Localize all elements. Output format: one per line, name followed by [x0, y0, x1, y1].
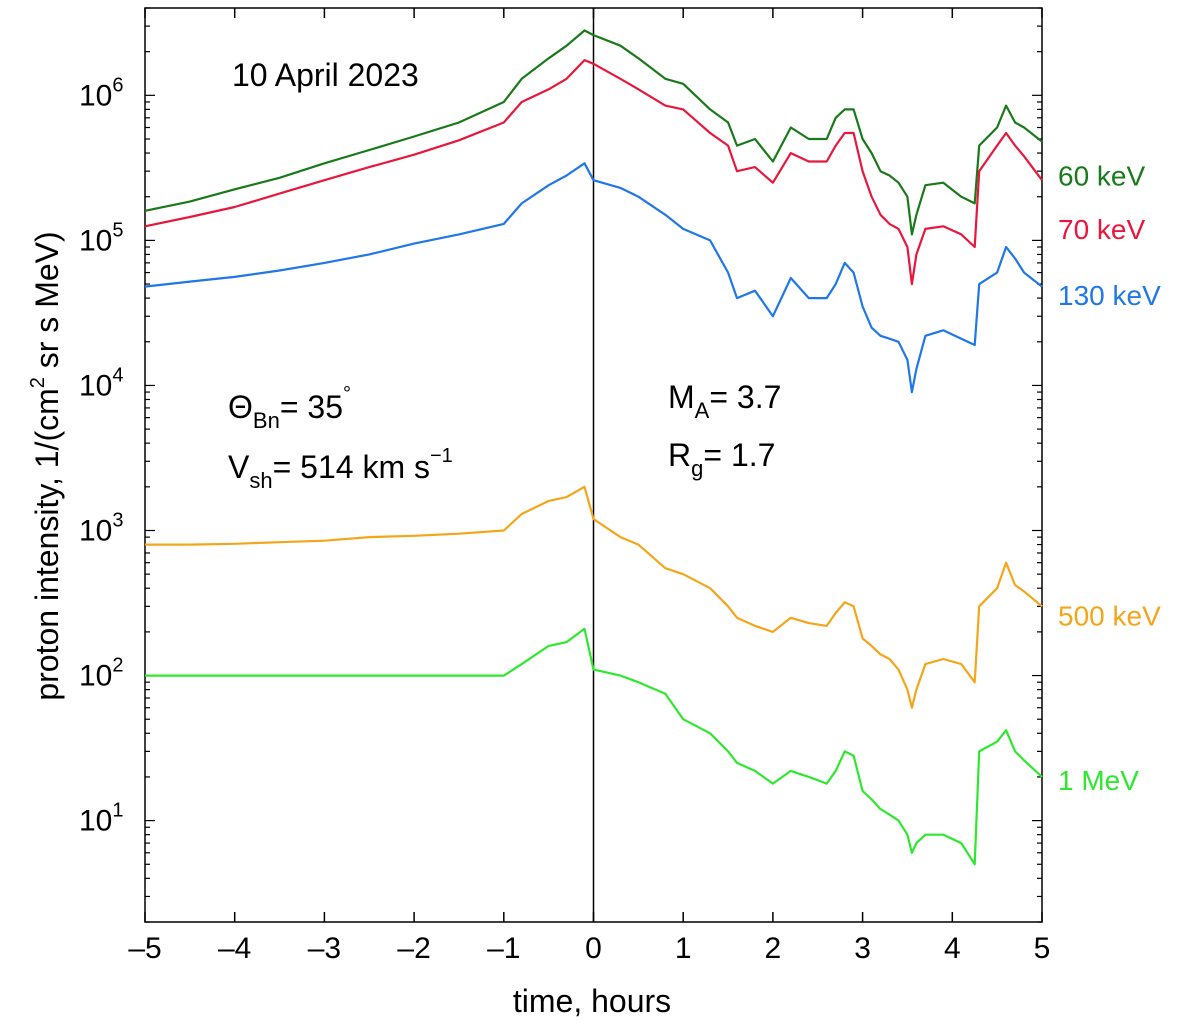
series-label-70-kev: 70 keV — [1058, 214, 1145, 245]
x-tick-label: –3 — [308, 932, 341, 965]
series-line-130-kev — [144, 162, 1043, 394]
y-axis-title-sup: 2 — [27, 377, 49, 388]
x-tick-label: –5 — [128, 932, 161, 965]
series-line-500-kev — [145, 485, 1043, 709]
series-label-500-kev: 500 keV — [1058, 600, 1161, 631]
series-lines — [144, 29, 1043, 866]
svg-text:MA= 3.7: MA= 3.7 — [668, 379, 781, 423]
series-line-1-mev — [145, 627, 1043, 866]
x-tick-label: –2 — [397, 932, 430, 965]
x-tick-label: –1 — [487, 932, 520, 965]
x-tick-label: 5 — [1034, 932, 1051, 965]
y-axis-title-pre: proton intensity, 1/(cm — [29, 388, 65, 700]
y-tick-label: 105 — [79, 219, 124, 257]
svg-text:ΘBn= 35°: ΘBn= 35° — [228, 383, 351, 433]
axes — [144, 7, 1043, 923]
series-label-130-kev: 130 keV — [1058, 280, 1161, 311]
series-label-1-mev: 1 MeV — [1058, 765, 1139, 796]
series-label-60-kev: 60 keV — [1058, 161, 1145, 192]
x-tick-label: 3 — [854, 932, 871, 965]
annotation-r-g: Rg= 1.7 — [668, 437, 775, 481]
y-axis-title-post: sr s MeV) — [29, 231, 65, 377]
chart-title: 10 April 2023 — [232, 57, 419, 93]
y-tick-label: 101 — [79, 800, 124, 838]
x-axis-title: time, hours — [513, 983, 671, 1019]
y-tick-label: 104 — [79, 364, 124, 402]
svg-text:Vsh= 514 km s−1: Vsh= 514 km s−1 — [228, 445, 453, 493]
series-line-60-kev — [144, 29, 1043, 236]
y-axis-title: proton intensity, 1/(cm2 sr s MeV) — [27, 231, 65, 700]
x-tick-label: 0 — [585, 932, 602, 965]
svg-text:Rg= 1.7: Rg= 1.7 — [668, 437, 775, 481]
series-labels: 60 keV 70 keV 130 keV 500 keV 1 MeV — [1058, 161, 1161, 797]
series-line-70-kev — [144, 59, 1043, 286]
x-tick-label: 1 — [675, 932, 692, 965]
x-tick-label: 4 — [944, 932, 961, 965]
y-tick-label: 103 — [79, 509, 124, 547]
x-tick-label: –4 — [218, 932, 251, 965]
annotation-theta-bn: ΘBn= 35° — [228, 383, 351, 433]
annotation-v-sh: Vsh= 514 km s−1 — [228, 445, 453, 493]
y-tick-label: 106 — [79, 74, 124, 112]
tick-labels: –5 –4 –3 –2 –1 0 1 2 3 4 5 101 102 103 104 105 106 — [79, 74, 1050, 965]
x-tick-label: 2 — [765, 932, 782, 965]
annotation-m-a: MA= 3.7 — [668, 379, 781, 423]
y-tick-label: 102 — [79, 655, 124, 693]
